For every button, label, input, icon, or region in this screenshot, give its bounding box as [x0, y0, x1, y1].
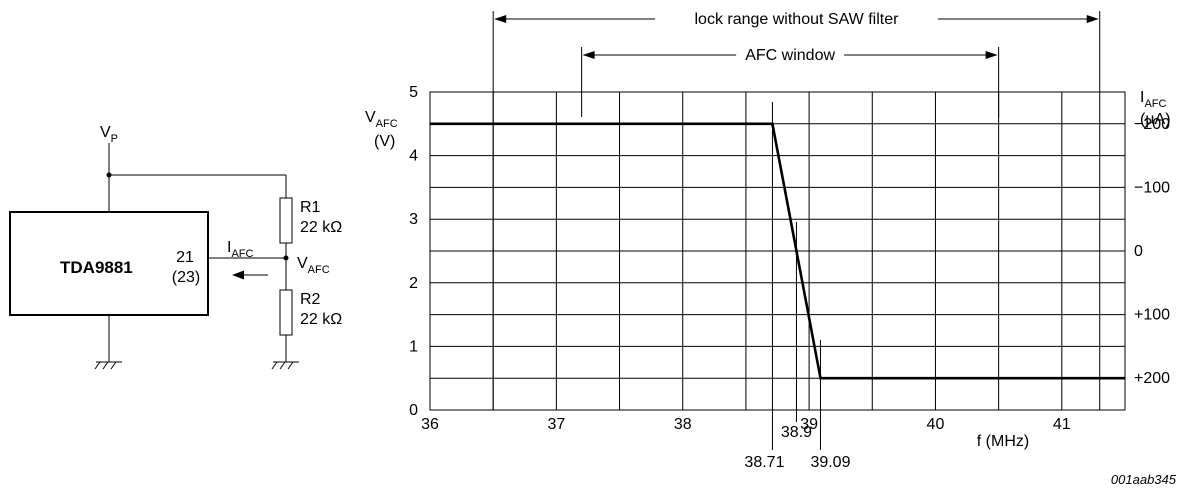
range-arrow-left — [582, 51, 595, 59]
supply-label: VP — [100, 124, 118, 145]
y2-tick-label: −200 — [1134, 116, 1170, 133]
y2-tick-label: −100 — [1134, 179, 1170, 196]
node-label: VAFC — [297, 255, 330, 276]
y-tick-label: 2 — [409, 275, 418, 292]
chip-label: TDA9881 — [60, 258, 133, 277]
r2-value: 22 kΩ — [300, 311, 342, 328]
y-tick-label: 0 — [409, 402, 418, 419]
x-tick-label: 40 — [927, 416, 945, 433]
y2-tick-label: +200 — [1134, 370, 1170, 387]
pin-number: 21 — [176, 249, 194, 266]
range-annotations: lock range without SAW filter AFC window — [492, 11, 1101, 410]
x-tick-label: 37 — [547, 416, 565, 433]
r2-ground-symbol — [271, 361, 299, 370]
marker-label: 38.71 — [744, 454, 784, 471]
y2-tick-label: 0 — [1134, 243, 1143, 260]
y2-axis-title: IAFC — [1140, 89, 1167, 110]
y-tick-label: 3 — [409, 211, 418, 228]
r1-name: R1 — [300, 199, 321, 216]
y-axis-unit: (V) — [374, 133, 395, 150]
y2-tick-label: +100 — [1134, 307, 1170, 324]
y2-axis-unit: (µA) — [1140, 111, 1171, 128]
y-tick-label: 1 — [409, 338, 418, 355]
r2-resistor — [279, 289, 293, 336]
x-tick-label: 36 — [421, 416, 439, 433]
r1-value: 22 kΩ — [300, 219, 342, 236]
frequency-markers: 38.71 38.9 39.09 — [744, 102, 851, 471]
current-label: IAFC — [227, 239, 254, 260]
range-arrow-right — [1086, 15, 1099, 23]
x-axis-title: f (MHz) — [977, 433, 1029, 450]
tick-labels: 36 37 38 39 40 41 0 1 2 3 4 5 −200 −100 0 +100 +200 — [409, 84, 1170, 433]
y-axis-title: VAFC — [365, 109, 398, 130]
range-label: lock range without SAW filter — [694, 11, 899, 28]
chip-box — [9, 211, 209, 316]
supply-junction — [106, 172, 112, 178]
y-tick-label: 4 — [409, 148, 418, 165]
pin-number-alt: (23) — [172, 269, 200, 286]
y-tick-label: 5 — [409, 84, 418, 101]
circuit-diagram: VP TDA9881 21 (23) IAFC VAFC R1 — [9, 124, 342, 370]
figure-code: 001aab345 — [1111, 472, 1177, 487]
range-label: AFC window — [745, 47, 835, 64]
series-line-vafc — [430, 122, 1125, 380]
r1-resistor — [279, 197, 293, 244]
range-arrow-right — [985, 51, 998, 59]
x-tick-label: 41 — [1053, 416, 1071, 433]
marker-label: 38.9 — [781, 424, 812, 441]
marker-label: 39.09 — [810, 454, 850, 471]
x-tick-label: 38 — [674, 416, 692, 433]
chip-ground-symbol — [94, 361, 122, 370]
chart-grid — [429, 91, 1126, 411]
x-tick-label: 39 — [800, 416, 818, 433]
r2-name: R2 — [300, 291, 321, 308]
current-arrow — [232, 270, 268, 280]
range-arrow-left — [494, 15, 507, 23]
